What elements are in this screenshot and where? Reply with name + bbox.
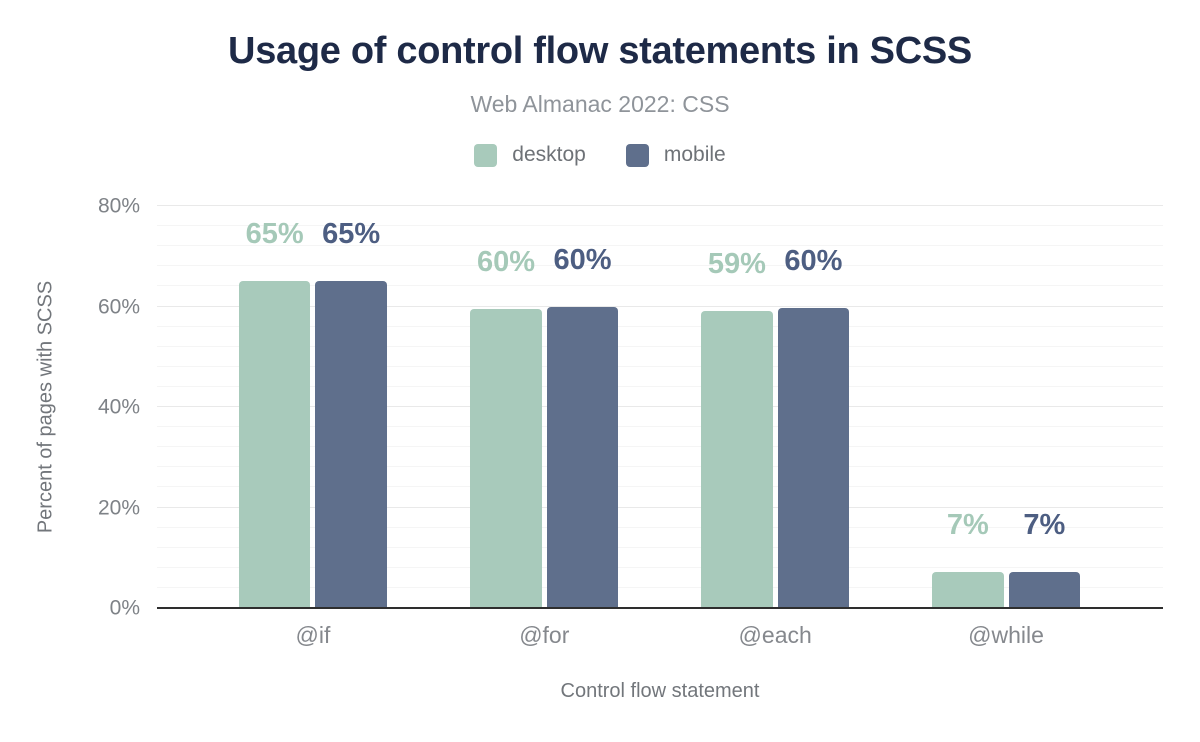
minor-gridline	[157, 486, 1163, 488]
bar-desktop-if	[238, 281, 311, 608]
y-axis-title: Percent of pages with SCSS	[34, 280, 57, 534]
bar-value-label-desktop-each: 59%	[707, 247, 766, 280]
bar-mobile-if	[315, 281, 387, 608]
x-tick-label-for: @for	[519, 622, 570, 648]
y-tick-label: 0%	[109, 596, 140, 620]
x-tick-label-if: @if	[295, 622, 331, 648]
x-tick-label-each: @each	[738, 622, 812, 648]
minor-gridline	[157, 426, 1163, 428]
minor-gridline	[157, 546, 1163, 548]
plot-area: 0% 20% 40% 60% 80% 65% 65% @if 60% 60% @for 59% 60% @…	[98, 196, 1163, 648]
minor-gridline	[157, 466, 1163, 468]
legend-item-mobile: mobile	[625, 143, 726, 167]
legend-item-desktop: desktop	[474, 143, 586, 167]
bar-value-label-mobile-for: 60%	[553, 243, 612, 276]
minor-gridline	[157, 245, 1163, 247]
bar-value-label-desktop-for: 60%	[477, 245, 536, 278]
bar-value-label-mobile-if: 65%	[322, 218, 381, 251]
major-gridline	[157, 305, 1163, 307]
y-tick-label: 20%	[97, 496, 140, 519]
minor-gridline	[157, 345, 1163, 347]
chart-subtitle: Web Almanac 2022: CSS	[470, 91, 730, 117]
x-tick-label-while: @while	[968, 622, 1044, 648]
y-tick-label: 80%	[97, 194, 140, 218]
minor-gridline	[157, 446, 1163, 448]
bar-value-label-desktop-if: 65%	[245, 218, 304, 251]
legend: desktop mobile	[0, 143, 1200, 167]
minor-gridline	[157, 265, 1163, 267]
minor-gridline	[157, 285, 1163, 287]
bar-mobile-while	[1008, 572, 1081, 608]
major-gridline	[157, 506, 1163, 508]
bar-desktop-each	[701, 310, 773, 608]
bar-mobile-each	[777, 308, 850, 608]
x-axis-title: Control flow statement	[560, 680, 760, 702]
legend-label-mobile: mobile	[663, 143, 726, 166]
major-gridline	[157, 205, 1163, 206]
x-axis-line	[157, 607, 1163, 609]
chart-title: Usage of control flow statements in SCSS	[228, 30, 972, 72]
minor-gridline	[157, 586, 1163, 588]
minor-gridline	[157, 325, 1163, 327]
y-tick-label: 60%	[97, 295, 140, 318]
legend-swatch-desktop	[474, 143, 498, 167]
major-gridline	[157, 406, 1163, 407]
legend-label-desktop: desktop	[512, 143, 586, 166]
bar-value-label-mobile-while: 7%	[1023, 509, 1066, 542]
bar-mobile-for	[546, 306, 619, 608]
minor-gridline	[157, 566, 1163, 568]
minor-gridline	[157, 225, 1163, 227]
minor-gridline	[157, 385, 1163, 387]
minor-gridline	[157, 526, 1163, 528]
legend-swatch-mobile	[625, 143, 649, 167]
bar-desktop-for	[470, 308, 542, 608]
minor-gridline	[157, 365, 1163, 367]
y-tick-label: 40%	[97, 395, 140, 419]
bar-value-label-desktop-while: 7%	[946, 509, 989, 542]
bar-value-label-mobile-each: 60%	[784, 245, 843, 278]
bar-desktop-while	[932, 572, 1004, 608]
